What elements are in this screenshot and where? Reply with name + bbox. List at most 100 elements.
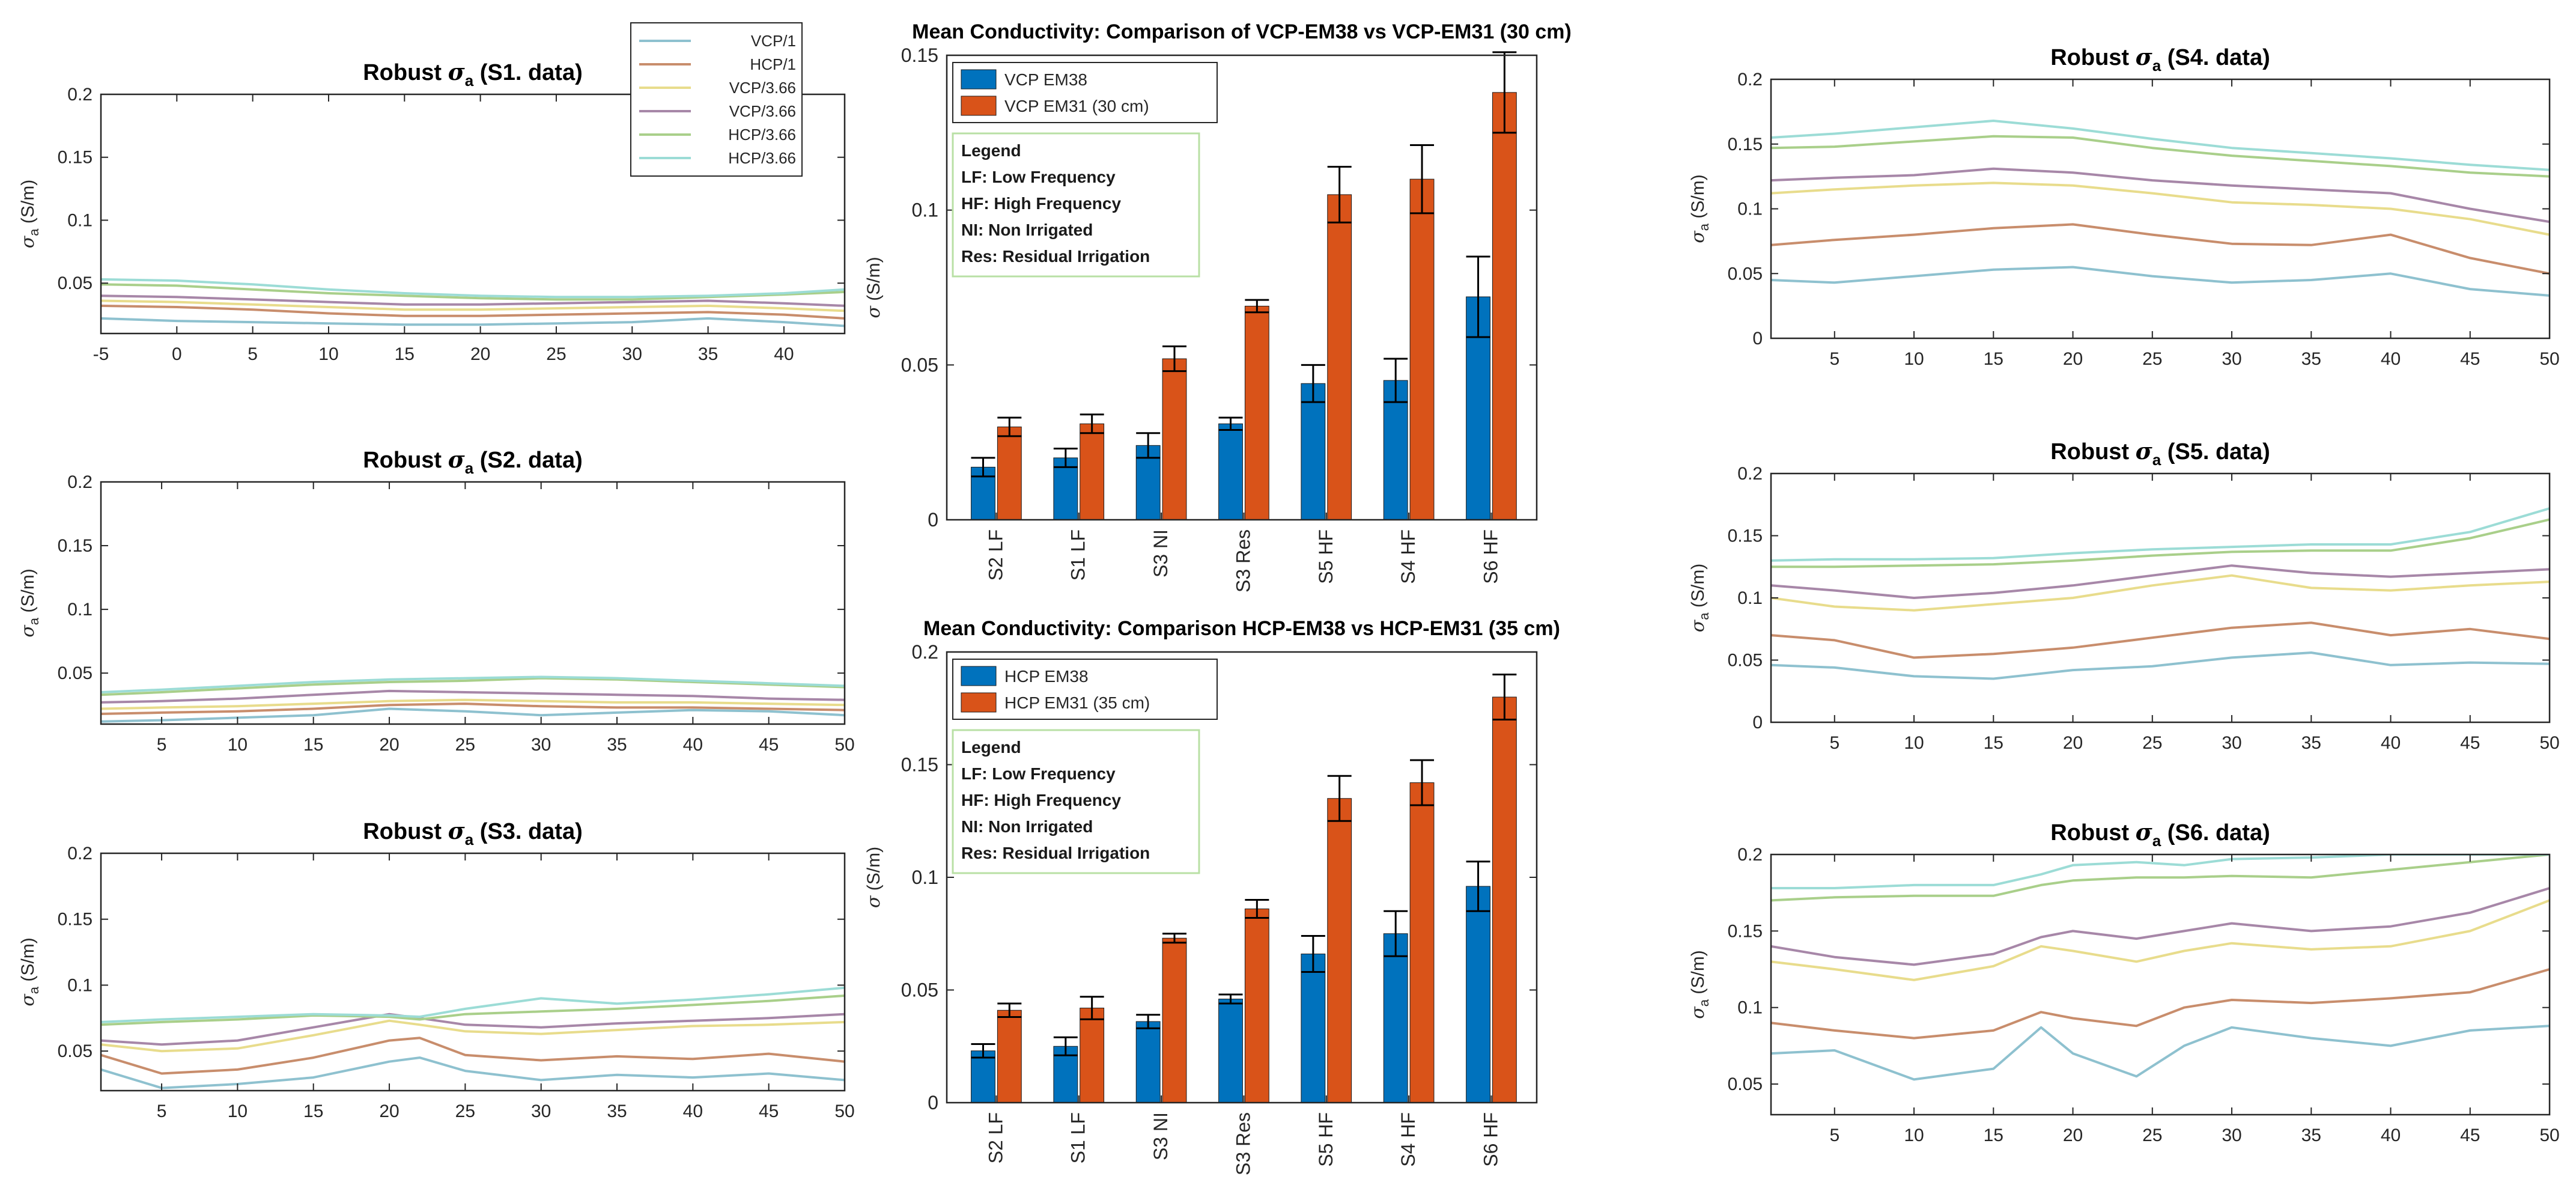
legend-swatch (961, 69, 997, 90)
y-tick-label: 0.05 (58, 663, 93, 683)
title-subscript: a (2152, 832, 2161, 850)
y-tick-label: 0.1 (1737, 998, 1763, 1018)
y-tick-label: 0.2 (1737, 845, 1763, 865)
ylabel-subscript: a (26, 228, 41, 236)
title-prefix: Robust (363, 448, 448, 473)
x-tick-label: 15 (303, 1101, 323, 1121)
x-tick-label: 25 (455, 735, 475, 755)
category-label: S4 HF (1397, 529, 1419, 584)
category-label: S2 LF (985, 1112, 1006, 1163)
y-tick-label: 0.2 (67, 85, 93, 105)
x-tick-label: 5 (248, 344, 258, 364)
abbreviation-line: HF: High Frequency (961, 194, 1121, 213)
y-tick-label: 0.1 (912, 199, 938, 221)
ylabel-sigma: σ (863, 895, 884, 908)
y-tick-label: 0.05 (1728, 651, 1763, 671)
category-label: S3 Res (1232, 1112, 1254, 1175)
series-line-5 (101, 994, 845, 1026)
bar-em31 (1492, 696, 1517, 1103)
x-tick-label: 35 (2301, 1125, 2321, 1145)
x-tick-label: 15 (1984, 349, 2003, 369)
legend-label: VCP/3.66 (729, 102, 796, 120)
plot-area (1771, 79, 2550, 338)
series-line-5 (1771, 854, 2550, 902)
ylabel-sigma: σ (17, 624, 38, 638)
x-tick-label: 45 (2460, 1125, 2480, 1145)
series-line-6 (1771, 507, 2550, 562)
x-tick-label: 25 (546, 344, 566, 364)
x-tick-label: 10 (228, 735, 248, 755)
legend-label: HCP/1 (750, 55, 796, 73)
ylabel-subscript: a (1697, 999, 1712, 1007)
ylabel-sigma: σ (1687, 230, 1709, 243)
category-label: S6 HF (1480, 529, 1501, 584)
legend: HCP EM38 HCP EM31 (35 cm) (952, 659, 1218, 720)
x-tick-label: 30 (531, 735, 551, 755)
bar-em38 (1383, 933, 1408, 1103)
bar-em38 (971, 1050, 995, 1103)
x-tick-label: -5 (93, 344, 109, 364)
y-axis-label: σa (S/m) (17, 180, 41, 248)
x-tick-label: 35 (2301, 349, 2321, 369)
y-tick-label: 0.05 (901, 354, 938, 376)
y-tick-label: 0.1 (1737, 199, 1763, 219)
x-tick-label: 5 (1829, 349, 1839, 369)
title-prefix: Robust (363, 60, 448, 85)
legend: VCP EM38 VCP EM31 (30 cm) (952, 62, 1218, 123)
title-sigma: σ (2136, 818, 2153, 845)
axes-box (100, 93, 846, 335)
x-tick-label: 50 (2539, 733, 2559, 753)
x-tick-label: 20 (2063, 1125, 2083, 1145)
x-tick-label: 45 (2460, 349, 2480, 369)
chart-s3: 5 10 15 20 25 30 35 40 45 50 0.05 0.1 0.15 0.2 Robust … (17, 817, 855, 1121)
abbreviation-line: HF: High Frequency (961, 791, 1121, 809)
legend: VCP/1 HCP/1 VCP/3.66 VCP/3.66 HCP/3.66 HCP/3.… (630, 22, 803, 177)
x-tick-label: 50 (834, 1101, 854, 1121)
x-tick-label: 40 (2381, 349, 2401, 369)
ylabel-unit: (S/m) (1688, 564, 1708, 613)
chart-title: Robust σa (S4. data) (2050, 43, 2270, 75)
legend-box (630, 22, 803, 177)
series-line-2 (101, 702, 845, 715)
title-subscript: a (2152, 56, 2161, 75)
plot-area (1771, 854, 2550, 1115)
y-tick-label: 0.2 (1737, 464, 1763, 484)
title-sigma: σ (2136, 43, 2153, 70)
legend-swatch (961, 96, 997, 116)
title-subscript: a (465, 459, 474, 477)
ylabel-unit: (S/m) (18, 180, 38, 229)
y-tick-label: 0.05 (901, 979, 938, 1001)
chart-bar2: 0 0.05 0.1 0.15 0.2 S2 LF S1 LF S3 NI S3 Res S5 H… (863, 617, 1560, 1175)
bar-em38 (1218, 423, 1243, 520)
plot-area (1771, 474, 2550, 722)
ylabel-unit: (S/m) (18, 568, 38, 618)
legend-label: VCP EM31 (30 cm) (1004, 97, 1149, 115)
x-tick-label: 20 (379, 1101, 399, 1121)
ylabel-subscript: a (26, 617, 41, 625)
abbreviation-line: Res: Residual Irrigation (961, 247, 1150, 266)
y-tick-label: 0.1 (67, 975, 93, 995)
x-tick-label: 15 (1984, 1125, 2003, 1145)
y-tick-label: 0.15 (58, 910, 93, 930)
x-tick-label: 5 (157, 735, 167, 755)
abbreviation-line: LF: Low Frequency (961, 764, 1116, 783)
category-label: S1 LF (1068, 529, 1089, 580)
y-tick-label: 0 (1752, 713, 1763, 732)
chart-title: Robust σa (S2. data) (363, 446, 583, 477)
category-label: S1 LF (1068, 1112, 1089, 1163)
x-tick-label: 10 (228, 1101, 248, 1121)
series-line-5 (1771, 518, 2550, 568)
bar-em31 (997, 426, 1022, 520)
series-line-5 (1771, 135, 2550, 178)
x-tick-label: 15 (1984, 733, 2003, 753)
ylabel-sigma: σ (17, 993, 38, 1007)
y-tick-label: 0.2 (912, 641, 938, 663)
y-tick-label: 0.05 (1728, 264, 1763, 284)
ylabel-subscript: a (1697, 223, 1712, 231)
x-tick-label: 35 (2301, 733, 2321, 753)
title-suffix: (S2. data) (473, 448, 583, 473)
series-line-6 (1771, 854, 2550, 889)
bar-em38 (1135, 1021, 1161, 1103)
series-line-1 (1771, 1025, 2550, 1081)
